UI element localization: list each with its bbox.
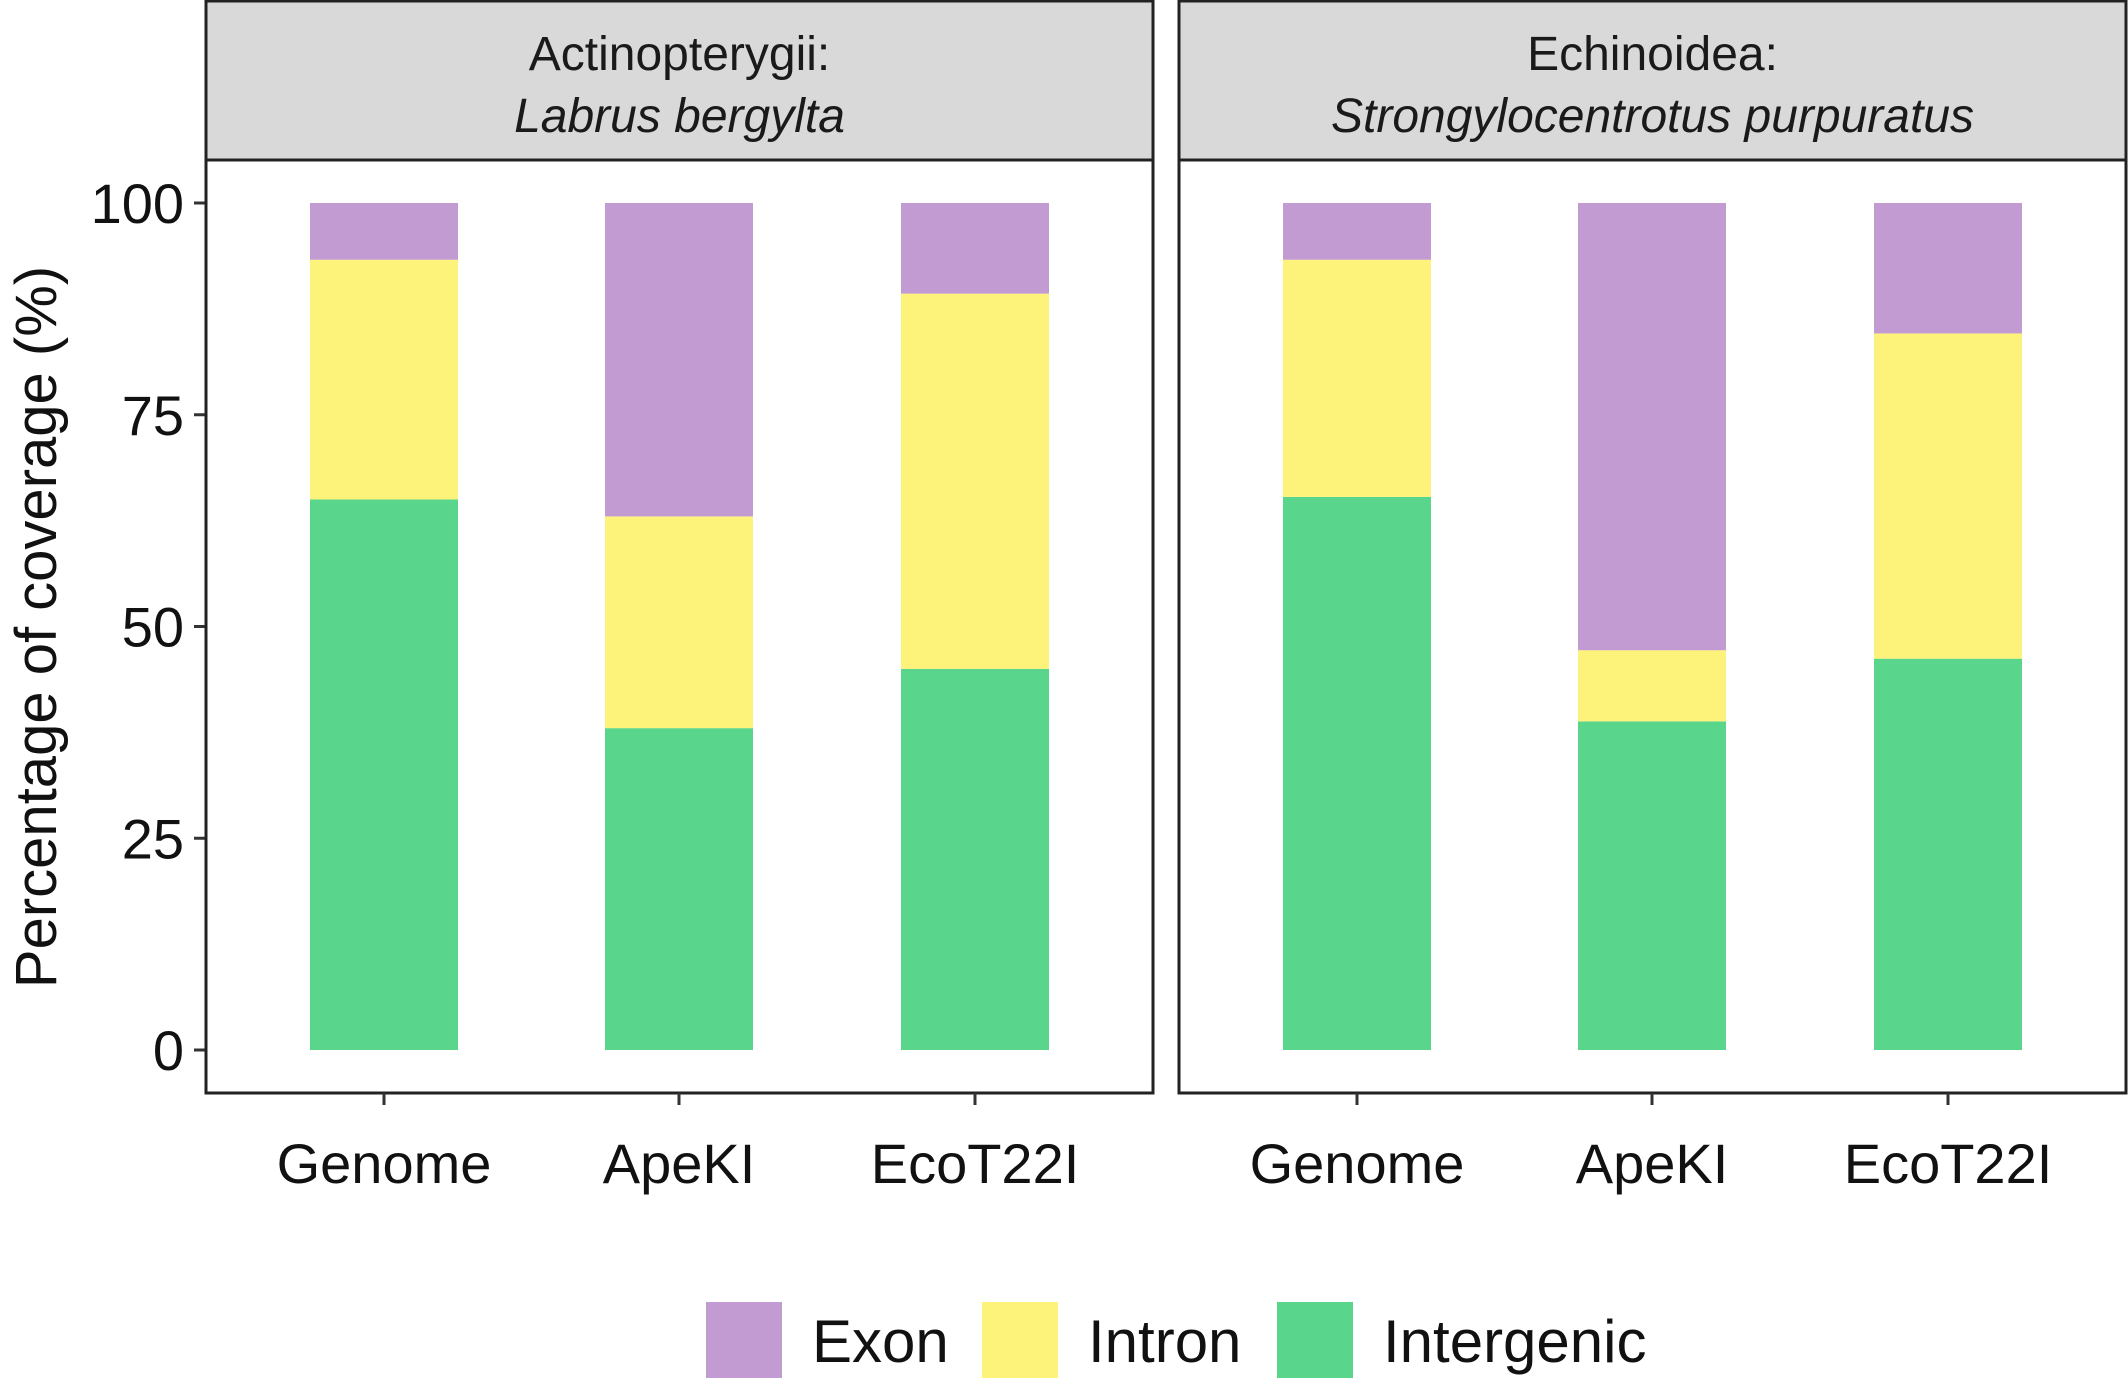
legend-label: Exon	[812, 1308, 949, 1375]
bar-segment-intron	[1578, 650, 1726, 722]
bar-segment-exon	[1283, 203, 1431, 260]
bar-segment-exon	[605, 203, 753, 517]
legend-label: Intergenic	[1383, 1308, 1647, 1375]
bar-segment-intergenic	[1874, 658, 2022, 1050]
legend: Exon Intron Intergenic	[706, 1302, 1647, 1378]
bar-segment-intron	[1283, 259, 1431, 497]
facet-strip-label-line1: Actinopterygii:	[529, 28, 830, 81]
x-tick-label: EcoT22I	[871, 1132, 1080, 1195]
bar-segment-intergenic	[901, 668, 1049, 1050]
bar-segment-intergenic	[310, 499, 458, 1050]
y-tick-label: 0	[153, 1019, 184, 1082]
y-tick-label: 75	[122, 384, 184, 447]
bar-segment-exon	[310, 203, 458, 260]
panel-2: Echinoidea: Strongylocentrotus purpuratus…	[1177, 0, 2128, 1195]
bar-segment-intergenic	[605, 728, 753, 1050]
bar-segment-exon	[1578, 203, 1726, 651]
legend-key-exon	[706, 1302, 782, 1378]
facet-strip-label-line2: Strongylocentrotus purpuratus	[1331, 90, 1974, 143]
legend-key-intron	[982, 1302, 1058, 1378]
bar-segment-exon	[901, 203, 1049, 294]
panels: 0 25 50 75 100 Actinopterygii: Labrus bergylta…	[91, 0, 2128, 1195]
bar-segment-intron	[310, 259, 458, 500]
legend-label: Intron	[1088, 1308, 1241, 1375]
facet-strip-label-line1: Echinoidea:	[1527, 28, 1778, 81]
x-tick-label: ApeKI	[1576, 1132, 1729, 1195]
bar-segment-intron	[1874, 333, 2022, 659]
y-tick-label: 100	[91, 172, 184, 235]
bar-segment-intron	[901, 293, 1049, 669]
x-tick-label: Genome	[277, 1132, 492, 1195]
facet-strip-label-line2: Labrus bergylta	[514, 90, 845, 143]
x-tick-label: ApeKI	[603, 1132, 756, 1195]
bar-segment-intergenic	[1578, 721, 1726, 1050]
legend-key-intergenic	[1277, 1302, 1353, 1378]
bar-segment-intron	[605, 516, 753, 729]
bar-segment-intergenic	[1283, 496, 1431, 1050]
facet-strip	[1177, 0, 2128, 162]
y-axis-title: Percentage of coverage (%)	[4, 266, 69, 988]
facet-strip	[204, 0, 1155, 162]
x-tick-label: Genome	[1250, 1132, 1465, 1195]
panel-1: Actinopterygii: Labrus bergylta Genome ApeK…	[204, 0, 1155, 1195]
bar-segment-exon	[1874, 203, 2022, 334]
x-tick-label: EcoT22I	[1844, 1132, 2053, 1195]
y-tick-label: 50	[122, 596, 184, 659]
y-tick-label: 25	[122, 807, 184, 870]
